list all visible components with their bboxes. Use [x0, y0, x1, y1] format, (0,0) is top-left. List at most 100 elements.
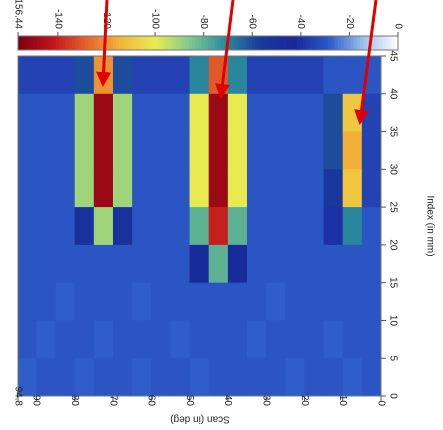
heat-cell [170, 131, 191, 170]
heat-cell [342, 282, 363, 321]
x-tick-label: 10 [337, 395, 348, 407]
colorbar-swatch [166, 36, 171, 50]
heat-cell [112, 131, 133, 170]
heat-cell [266, 207, 286, 246]
heat-cell [74, 358, 95, 396]
heat-cell [55, 169, 76, 208]
heat-cell [55, 282, 76, 321]
annotation-arrows [96, 0, 378, 125]
y-tick-label: 10 [387, 315, 398, 327]
colorbar-swatch [106, 36, 111, 50]
colorbar-swatch [122, 36, 127, 50]
colorbar-swatch [220, 36, 225, 50]
colorbar-swatch [179, 36, 184, 50]
colorbar-swatch [204, 36, 209, 50]
colorbar-swatch [21, 36, 25, 50]
colorbar-swatch [185, 36, 190, 50]
heat-cell [36, 131, 57, 170]
heat-cell [112, 56, 133, 95]
heat-cell [246, 56, 267, 95]
heat-cell [208, 320, 229, 359]
heat-cell [18, 131, 37, 170]
colorbar-swatch [379, 36, 383, 50]
heat-cell [93, 244, 114, 284]
y-tick-label: 40 [387, 88, 398, 100]
heat-cell [18, 93, 37, 133]
heat-cell [227, 56, 248, 95]
colorbar-swatch [176, 36, 180, 50]
heat-cell [342, 358, 363, 396]
colorbar-swatch [30, 36, 35, 50]
colorbar-swatch [341, 36, 345, 50]
colorbar-swatch [388, 36, 393, 50]
colorbar-tick-label: -60 [247, 15, 258, 30]
heat-cell [170, 358, 191, 396]
colorbar-swatch [97, 36, 101, 50]
colorbar-swatch [271, 36, 275, 50]
heat-cell [132, 169, 152, 208]
colorbar-swatch [249, 36, 253, 50]
heat-cell [112, 358, 133, 396]
heat-cell [151, 358, 171, 396]
heat-cell [342, 244, 363, 284]
colorbar-swatch [334, 36, 339, 50]
x-tick-label: 40 [222, 395, 233, 407]
heat-cell [342, 169, 363, 208]
heat-cell [266, 282, 286, 321]
heat-cell [189, 282, 210, 321]
colorbar-swatch [71, 36, 76, 50]
heat-cell [285, 56, 305, 95]
colorbar-swatch [363, 36, 367, 50]
heat-cell [36, 93, 57, 133]
colorbar-swatch [309, 36, 313, 50]
heat-cell [112, 320, 133, 359]
heat-cell [266, 93, 286, 133]
heat-cell [285, 358, 305, 396]
heat-cell [132, 207, 152, 246]
colorbar-swatch [337, 36, 342, 50]
colorbar-swatch [90, 36, 95, 50]
x-tick-label: 80 [69, 395, 80, 407]
heat-cell [74, 93, 95, 133]
colorbar-swatch [252, 36, 256, 50]
colorbar-swatch [382, 36, 386, 50]
heat-cell [266, 169, 286, 208]
heat-cell [304, 93, 325, 133]
colorbar-swatch [138, 36, 142, 50]
heat-cell [304, 169, 325, 208]
heat-cell [342, 320, 363, 359]
heat-cell [170, 320, 191, 359]
colorbar-swatch [189, 36, 193, 50]
x-tick-label: 60 [146, 395, 157, 407]
heat-cell [170, 169, 191, 208]
heatmap [18, 56, 381, 396]
heat-cell [55, 93, 76, 133]
heat-cell [304, 358, 325, 396]
colorbar-swatch [43, 36, 47, 50]
colorbar-swatch [303, 36, 307, 50]
heat-cell [18, 320, 37, 359]
colorbar-swatch [27, 36, 32, 50]
heat-cell [208, 358, 229, 396]
heat-cell [189, 358, 210, 396]
heat-cell [151, 282, 171, 321]
colorbar-swatch [236, 36, 241, 50]
colorbar-swatch [147, 36, 152, 50]
heat-cell [342, 56, 363, 95]
heat-cell [93, 207, 114, 246]
heat-cell [170, 93, 191, 133]
colorbar-swatch [160, 36, 165, 50]
colorbar-swatch [68, 36, 73, 50]
colorbar-swatch [132, 36, 136, 50]
colorbar-swatch [144, 36, 149, 50]
colorbar-tick-label: -100 [149, 9, 160, 29]
colorbar-swatch [65, 36, 70, 50]
heat-cell [112, 282, 133, 321]
heat-cell [361, 282, 381, 321]
colorbar-swatch [315, 36, 320, 50]
y-tick-label: 15 [387, 277, 398, 289]
colorbar-swatch [394, 36, 399, 50]
colorbar-swatch [312, 36, 317, 50]
colorbar-swatch [391, 36, 396, 50]
